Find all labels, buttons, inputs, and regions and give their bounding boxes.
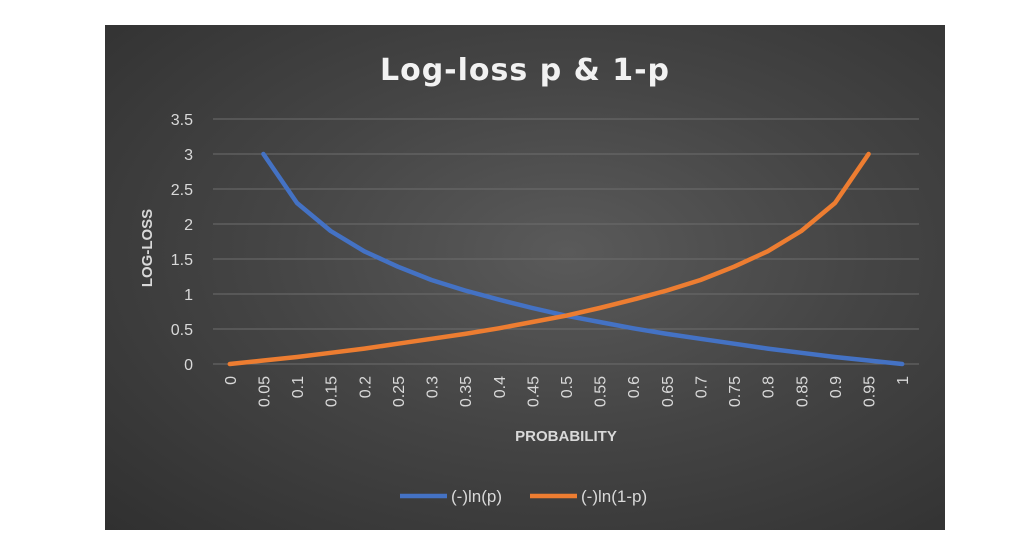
y-tick-label: 3	[184, 147, 193, 164]
y-tick-label: 1.5	[171, 252, 193, 269]
y-tick-label: 0.5	[171, 322, 193, 339]
log-loss-chart: Log-loss p & 1-p 00.511.522.533.5 0 0.05 0…	[139, 53, 919, 506]
x-tick-label: 0.6	[626, 376, 643, 398]
x-tick-label: 0.25	[391, 376, 408, 407]
x-tick-label: 0.95	[862, 376, 879, 407]
x-tick-label: 0.3	[425, 376, 442, 398]
x-axis-label: PROBABILITY	[515, 428, 617, 445]
x-tick-label: 0.7	[693, 376, 710, 398]
x-tick-label: 0.45	[525, 376, 542, 407]
x-tick-label: 0.1	[290, 376, 307, 398]
y-tick-label: 3.5	[171, 112, 193, 129]
gridlines	[213, 118, 919, 365]
x-tick-label: 0.55	[593, 376, 610, 407]
x-tick-label: 0.05	[256, 376, 273, 407]
y-axis-label: LOG-LOSS	[139, 209, 156, 287]
x-tick-label: 0.4	[492, 376, 509, 398]
y-tick-label: 2	[184, 217, 193, 234]
legend-label-1: (-)ln(p)	[451, 487, 502, 506]
x-tick-label: 0.8	[761, 376, 778, 398]
y-tick-label: 0	[184, 357, 193, 374]
legend-label-2: (-)ln(1-p)	[581, 487, 647, 506]
x-tick-label: 0.5	[559, 376, 576, 398]
x-tick-label: 0.75	[727, 376, 744, 407]
y-tick-label: 2.5	[171, 182, 193, 199]
x-tick-label: 0.35	[458, 376, 475, 407]
x-tick-label: 0.15	[324, 376, 341, 407]
x-tick-label: 1	[895, 376, 912, 385]
chart-title: Log-loss p & 1-p	[380, 53, 670, 88]
legend: (-)ln(p) (-)ln(1-p)	[400, 487, 647, 506]
y-tick-label: 1	[184, 287, 193, 304]
x-tick-label: 0.65	[660, 376, 677, 407]
x-tick-label: 0	[223, 376, 240, 385]
x-tick-labels: 0 0.05 0.1 0.15 0.2 0.25 0.3 0.35 0.4 0.45 0.5 0.55…	[223, 376, 912, 407]
series-line-2	[227, 151, 871, 367]
x-tick-label: 0.2	[357, 376, 374, 398]
series-lines	[227, 151, 905, 367]
series-line-1	[261, 151, 905, 367]
y-tick-labels: 0 0.5 1 1.5 2 2.5 3 3.5	[171, 112, 193, 374]
x-tick-label: 0.9	[828, 376, 845, 398]
chart-area: Log-loss p & 1-p 0 0.5 1 1.5 2 2.5 3 3.5 0 0.05 0…	[105, 25, 945, 530]
x-tick-label: 0.85	[794, 376, 811, 407]
